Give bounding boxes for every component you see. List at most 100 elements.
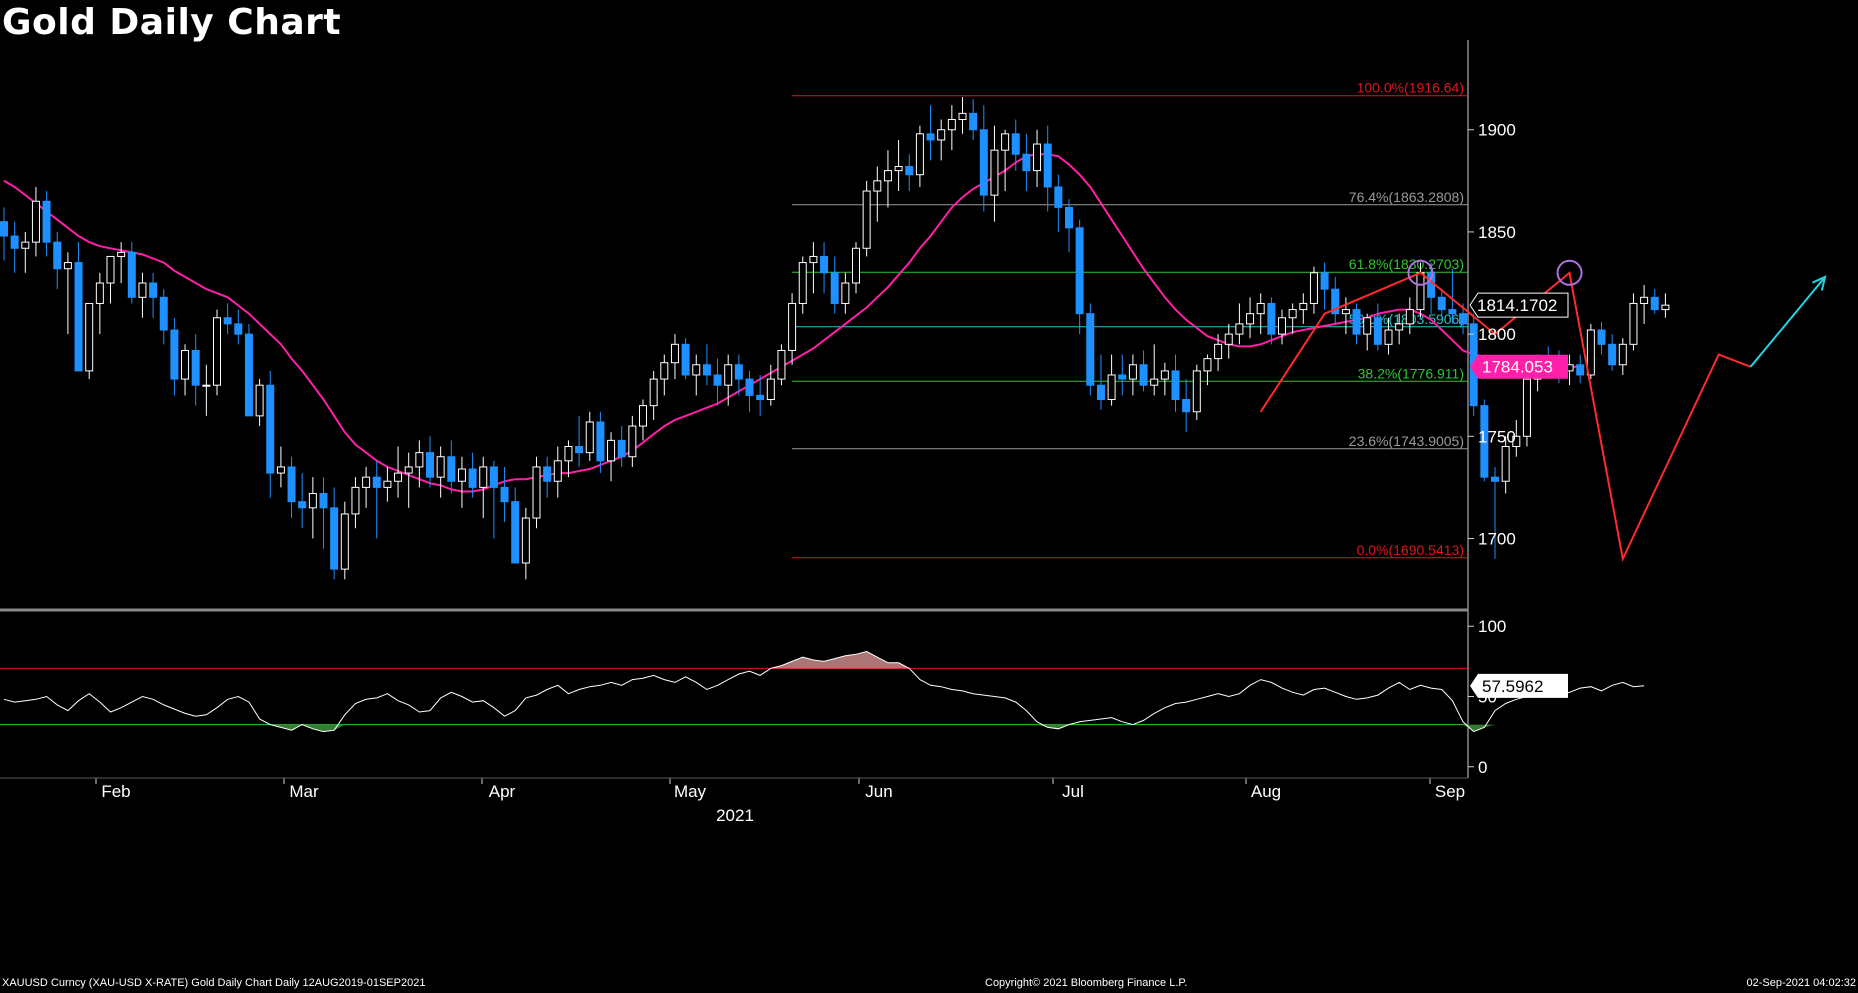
candle-body — [1522, 378, 1531, 437]
candle — [543, 456, 552, 498]
x-tick-label: Jul — [1062, 782, 1084, 801]
candle — [575, 415, 584, 467]
candle — [159, 289, 168, 345]
candle-body — [1629, 302, 1638, 345]
candle-body — [649, 378, 658, 407]
candle-body — [713, 374, 722, 386]
candle — [639, 399, 647, 441]
candle-body — [244, 333, 253, 417]
ma-value-label: 1784.053 — [1482, 358, 1553, 377]
candle — [415, 440, 424, 488]
candle — [1246, 297, 1255, 339]
candle-body — [31, 200, 40, 243]
candle-body — [1608, 343, 1617, 366]
candle — [564, 440, 573, 478]
candle-body — [159, 296, 168, 331]
candle-body — [0, 221, 8, 237]
candle — [798, 256, 807, 314]
candle — [1437, 289, 1446, 318]
footer-source: XAUUSD Curncy (XAU-USD X-RATE) Gold Dail… — [2, 977, 426, 989]
rsi-line — [3, 650, 1645, 733]
candle — [298, 473, 307, 529]
candle — [1491, 466, 1499, 559]
candle — [1065, 199, 1073, 253]
candle-body — [213, 317, 221, 386]
candle-body — [1128, 364, 1137, 380]
candle — [500, 466, 509, 523]
candle — [1608, 334, 1617, 371]
candle-body — [1203, 358, 1212, 372]
candle — [1395, 313, 1404, 345]
candle-body — [106, 255, 115, 284]
candle-body — [415, 452, 424, 468]
candle-body — [457, 468, 466, 482]
candle-body — [788, 302, 797, 351]
candle-body — [1352, 309, 1361, 335]
rsi-oversold-fill — [4, 724, 1645, 732]
candle — [287, 456, 296, 519]
candle-body — [191, 349, 200, 386]
candle — [1001, 129, 1010, 192]
candle — [1480, 399, 1489, 482]
last-price-box — [1469, 292, 1569, 318]
candle-body — [404, 466, 413, 474]
candle — [1501, 436, 1510, 494]
candle — [1650, 289, 1659, 314]
candle-body — [202, 384, 211, 387]
candle-body — [926, 133, 935, 141]
rsi-value-label: 57.5962 — [1482, 677, 1543, 696]
candle-body — [1022, 153, 1031, 172]
candle-body — [1267, 302, 1276, 335]
candle-body — [1278, 317, 1286, 335]
candle — [1150, 344, 1159, 396]
candle — [883, 150, 892, 208]
candle — [617, 426, 626, 467]
candle-body — [372, 476, 381, 488]
candle — [266, 370, 275, 498]
candle — [372, 460, 381, 539]
candle — [1256, 293, 1265, 335]
candle — [1618, 338, 1627, 375]
footer-copyright: Copyright© 2021 Bloomberg Finance L.P. — [985, 977, 1188, 989]
candle-body — [1331, 288, 1340, 315]
candle — [1288, 303, 1297, 335]
candle — [1597, 321, 1606, 355]
candle-body — [1171, 370, 1180, 401]
candle-body — [1224, 333, 1233, 345]
candle — [426, 436, 434, 488]
candle — [138, 272, 147, 318]
candle — [649, 370, 658, 420]
candle-body — [575, 446, 584, 454]
candle-body — [479, 466, 488, 488]
candle — [1341, 297, 1350, 335]
candle-body — [234, 323, 243, 335]
candle — [777, 344, 786, 386]
candle-body — [149, 282, 158, 298]
candle — [1182, 379, 1191, 433]
candle-body — [1586, 329, 1595, 376]
candle-body — [553, 460, 562, 482]
candle-body — [937, 129, 946, 141]
candle — [42, 191, 51, 257]
candle-body — [1246, 313, 1255, 325]
fib-label: 38.2%(1776.911) — [1358, 365, 1464, 381]
candle — [1352, 303, 1361, 345]
candle — [244, 323, 253, 417]
candle-body — [383, 480, 392, 488]
candle — [585, 411, 594, 461]
candle — [31, 186, 40, 257]
candle-body — [756, 394, 765, 401]
candle-body — [1288, 309, 1297, 319]
candle — [106, 255, 115, 304]
candle-body — [543, 466, 552, 482]
candle-body — [266, 384, 275, 474]
candle — [1640, 285, 1649, 324]
candle — [724, 354, 733, 406]
candle-body — [1118, 374, 1127, 380]
candle-body — [1214, 343, 1223, 360]
candle-body — [1437, 296, 1446, 311]
candle — [404, 452, 413, 508]
candle — [1054, 174, 1063, 232]
candle — [53, 231, 62, 290]
